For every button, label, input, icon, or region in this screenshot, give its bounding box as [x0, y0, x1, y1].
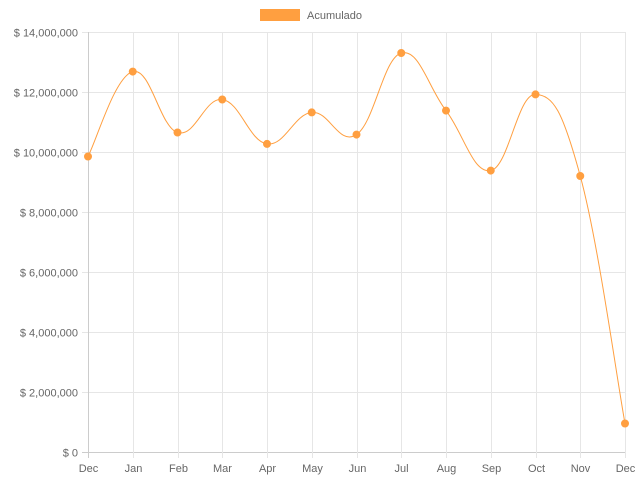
- y-tick-label: $ 14,000,000: [14, 28, 78, 40]
- x-tick-label: Dec: [79, 463, 99, 475]
- x-tick-label: Apr: [259, 463, 276, 475]
- data-point[interactable]: [621, 419, 629, 428]
- x-tick-label: Jul: [394, 463, 408, 475]
- data-point[interactable]: [263, 139, 271, 148]
- data-point[interactable]: [307, 108, 316, 117]
- y-tick-label: $ 8,000,000: [20, 208, 78, 220]
- y-tick-label: $ 10,000,000: [14, 148, 78, 160]
- data-point[interactable]: [218, 95, 227, 104]
- data-point[interactable]: [352, 130, 361, 139]
- y-tick-label: $ 6,000,000: [20, 268, 78, 280]
- y-tick-label: $ 12,000,000: [14, 88, 78, 100]
- x-tick-label: May: [302, 463, 323, 475]
- series-layer: [84, 49, 629, 428]
- x-tick-label: Nov: [571, 463, 591, 475]
- data-point[interactable]: [397, 49, 406, 57]
- x-tick-label: Dec: [616, 463, 636, 475]
- y-tick-label: $ 0: [63, 448, 78, 460]
- x-tick-label: Jan: [125, 463, 143, 475]
- legend-swatch: [260, 9, 300, 21]
- data-point[interactable]: [576, 172, 585, 180]
- x-tick-label: Feb: [169, 463, 188, 475]
- data-point[interactable]: [128, 67, 137, 76]
- axes: $ 0 $ 2,000,000 $ 4,000,000 $ 6,000,000 $ 8,…: [14, 28, 636, 476]
- y-tick-label: $ 2,000,000: [20, 388, 78, 400]
- data-point[interactable]: [442, 106, 450, 115]
- series-line: [87, 52, 626, 424]
- y-tick-label: $ 4,000,000: [20, 328, 78, 340]
- x-tick-label: Oct: [528, 463, 545, 475]
- x-tick-label: Aug: [437, 463, 457, 475]
- data-point[interactable]: [486, 166, 495, 175]
- data-point[interactable]: [531, 90, 540, 99]
- data-point[interactable]: [84, 152, 92, 161]
- x-tick-label: Mar: [213, 463, 232, 475]
- legend-label: Acumulado: [307, 10, 362, 22]
- data-point[interactable]: [173, 128, 182, 137]
- x-tick-label: Jun: [349, 463, 367, 475]
- legend[interactable]: Acumulado: [260, 9, 362, 22]
- x-tick-label: Sep: [482, 463, 502, 475]
